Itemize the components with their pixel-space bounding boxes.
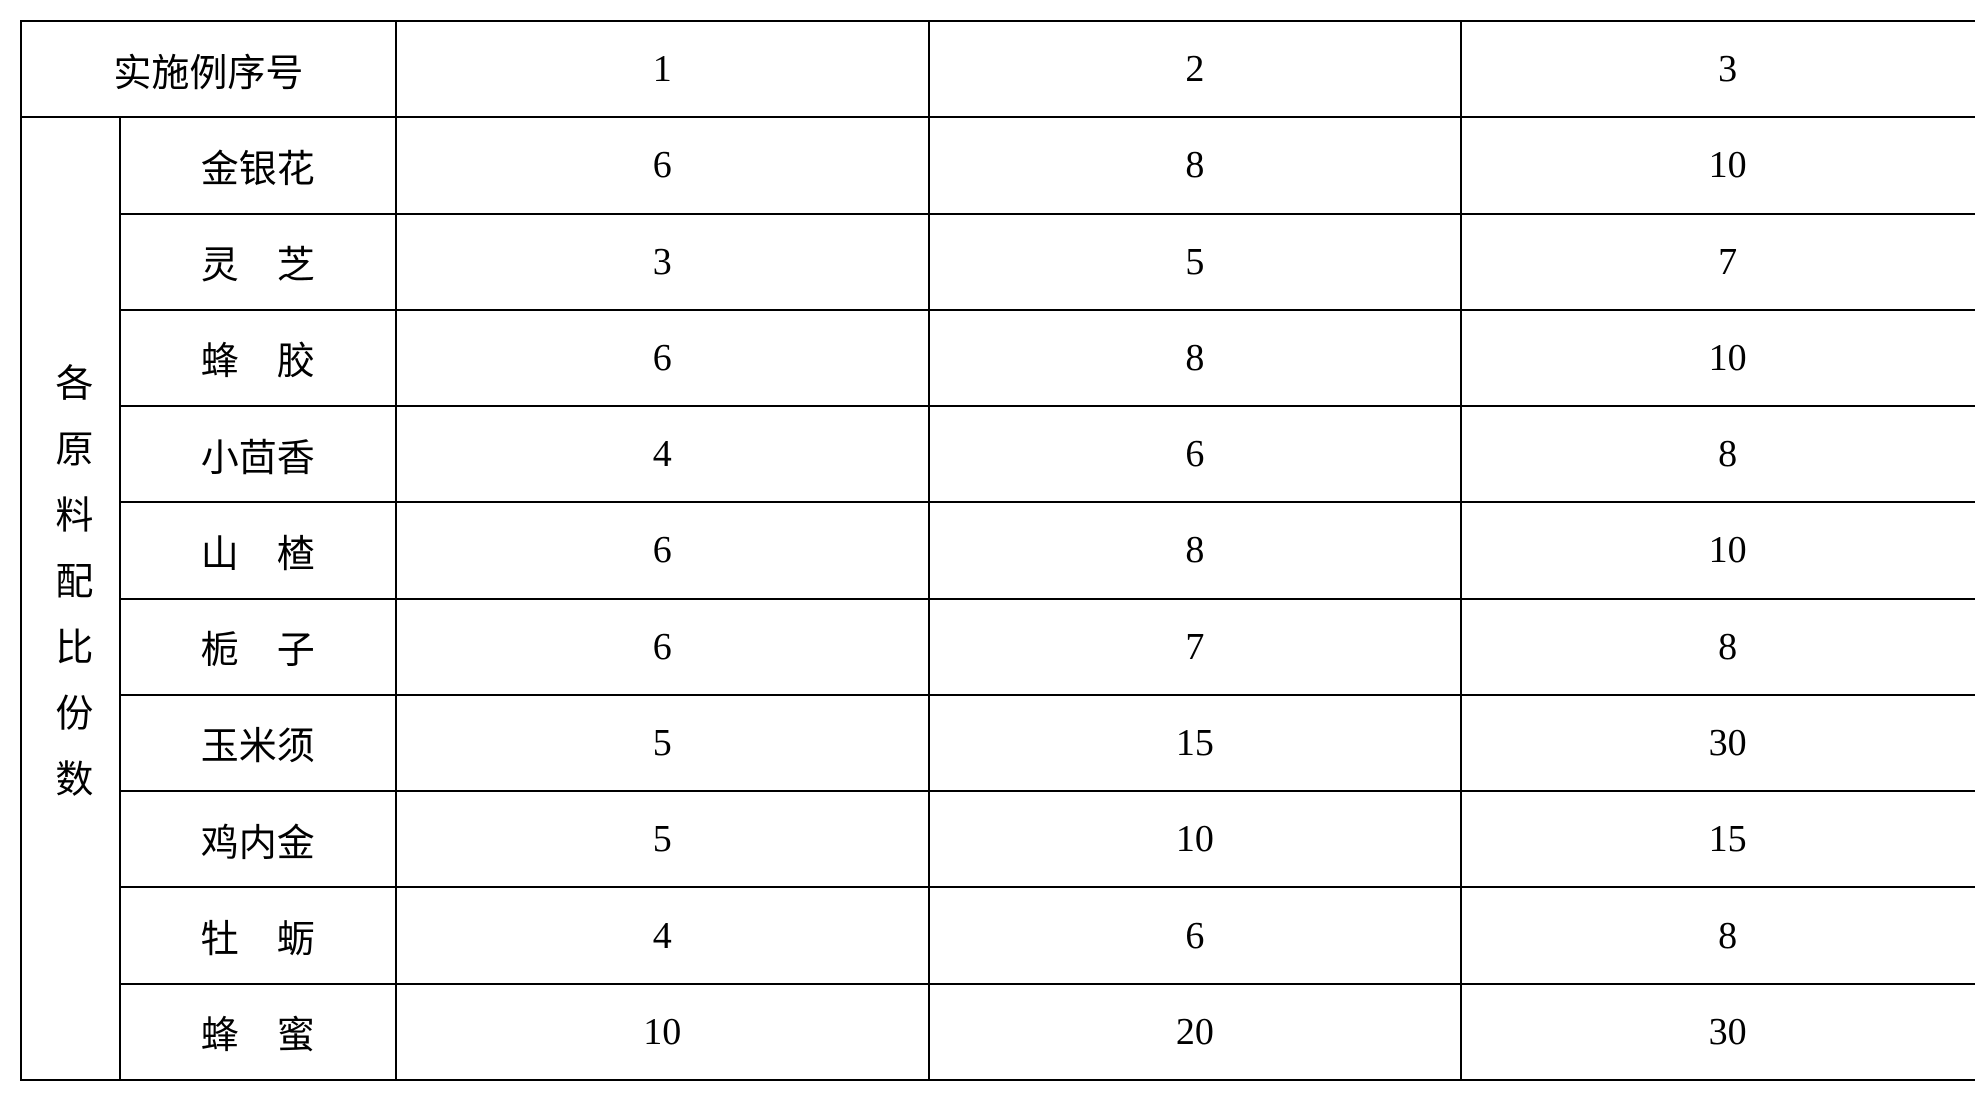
ingredient-value: 6: [929, 887, 1462, 983]
ingredient-value: 30: [1461, 984, 1975, 1080]
ingredient-name: 蜂 蜜: [120, 984, 396, 1080]
ingredient-value: 6: [396, 599, 929, 695]
ingredient-value: 6: [929, 406, 1462, 502]
ingredient-value: 6: [396, 117, 929, 213]
ingredient-value: 8: [929, 310, 1462, 406]
column-header: 3: [1461, 21, 1975, 117]
side-label-text: 各原料配比份数: [43, 363, 98, 825]
ingredient-value: 8: [1461, 406, 1975, 502]
ingredient-value: 8: [929, 502, 1462, 598]
ingredient-name: 金银花: [120, 117, 396, 213]
ingredients-table-container: 实施例序号123各原料配比份数金银花6810灵 芝357蜂 胶6810小茴香46…: [20, 20, 1975, 1081]
ingredient-value: 10: [1461, 117, 1975, 213]
ingredient-value: 8: [929, 117, 1462, 213]
ingredient-value: 4: [396, 406, 929, 502]
ingredient-value: 6: [396, 502, 929, 598]
ingredient-value: 10: [396, 984, 929, 1080]
ingredient-value: 8: [1461, 887, 1975, 983]
ingredient-name: 山 楂: [120, 502, 396, 598]
ingredient-value: 7: [929, 599, 1462, 695]
ingredient-value: 7: [1461, 214, 1975, 310]
ingredient-name: 蜂 胶: [120, 310, 396, 406]
ingredient-name: 灵 芝: [120, 214, 396, 310]
side-label: 各原料配比份数: [21, 117, 120, 1080]
ingredient-value: 5: [929, 214, 1462, 310]
ingredient-value: 10: [1461, 310, 1975, 406]
ingredient-value: 10: [929, 791, 1462, 887]
column-header: 1: [396, 21, 929, 117]
ingredient-value: 4: [396, 887, 929, 983]
ingredient-name: 牡 蛎: [120, 887, 396, 983]
header-label: 实施例序号: [21, 21, 396, 117]
ingredient-value: 5: [396, 695, 929, 791]
ingredient-value: 5: [396, 791, 929, 887]
ingredient-value: 3: [396, 214, 929, 310]
ingredient-name: 玉米须: [120, 695, 396, 791]
ingredient-name: 鸡内金: [120, 791, 396, 887]
column-header: 2: [929, 21, 1462, 117]
ingredient-value: 8: [1461, 599, 1975, 695]
ingredients-table: 实施例序号123各原料配比份数金银花6810灵 芝357蜂 胶6810小茴香46…: [20, 20, 1975, 1081]
ingredient-value: 6: [396, 310, 929, 406]
ingredient-value: 15: [1461, 791, 1975, 887]
ingredient-value: 15: [929, 695, 1462, 791]
ingredient-name: 栀 子: [120, 599, 396, 695]
ingredient-name: 小茴香: [120, 406, 396, 502]
ingredient-value: 20: [929, 984, 1462, 1080]
ingredient-value: 10: [1461, 502, 1975, 598]
ingredient-value: 30: [1461, 695, 1975, 791]
